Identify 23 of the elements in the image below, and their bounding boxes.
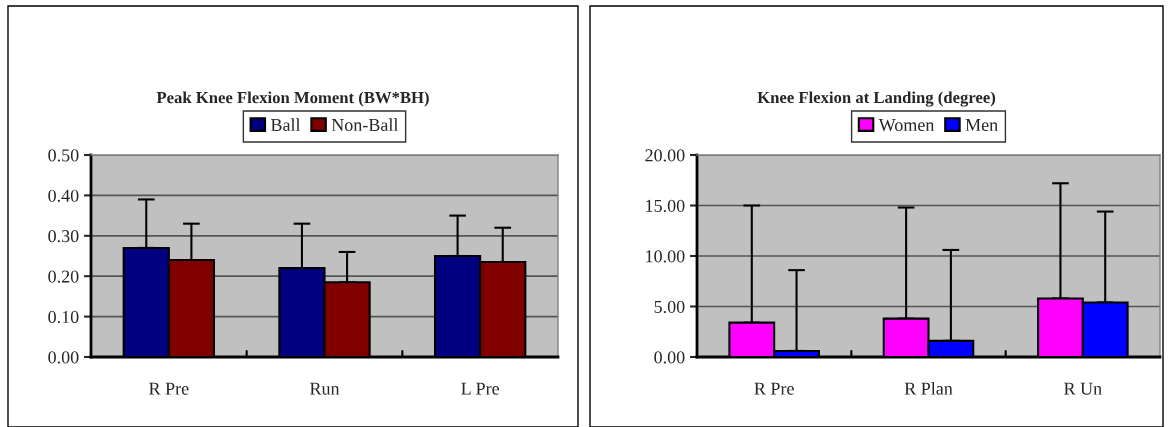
y-tick-label: 0.00: [654, 351, 685, 364]
y-tick-label: 0.50: [48, 149, 79, 162]
y-tick-label: 0.10: [48, 310, 79, 324]
legend-label: Ball: [270, 118, 301, 132]
x-tick-label: R Plan: [904, 382, 953, 395]
x-tick-label: L Pre: [461, 382, 500, 395]
y-tick-label: 0.30: [48, 230, 79, 243]
y-tick-label: 20.00: [645, 149, 685, 162]
x-tick-label: R Pre: [754, 382, 794, 395]
x-tick-label: Run: [309, 382, 340, 395]
x-tick-label: R Un: [1064, 382, 1102, 395]
y-tick-label: 0.40: [48, 189, 79, 202]
y-tick-label: 10.00: [646, 250, 685, 263]
chart-title: Knee Flexion at Landing (degree): [757, 91, 996, 107]
legend-label: Women: [878, 119, 935, 132]
y-tick-label: 0.20: [48, 270, 79, 283]
chart-title: Peak Knee Flexion Moment (BW*BH): [156, 91, 429, 107]
y-tick-label: 5.00: [654, 300, 685, 314]
y-tick-label: 0.00: [48, 351, 79, 364]
x-tick-label: R Pre: [149, 382, 189, 395]
legend-label: Non-Ball: [331, 118, 399, 132]
legend-label: Men: [965, 119, 998, 132]
y-tick-label: 15.00: [646, 199, 685, 213]
